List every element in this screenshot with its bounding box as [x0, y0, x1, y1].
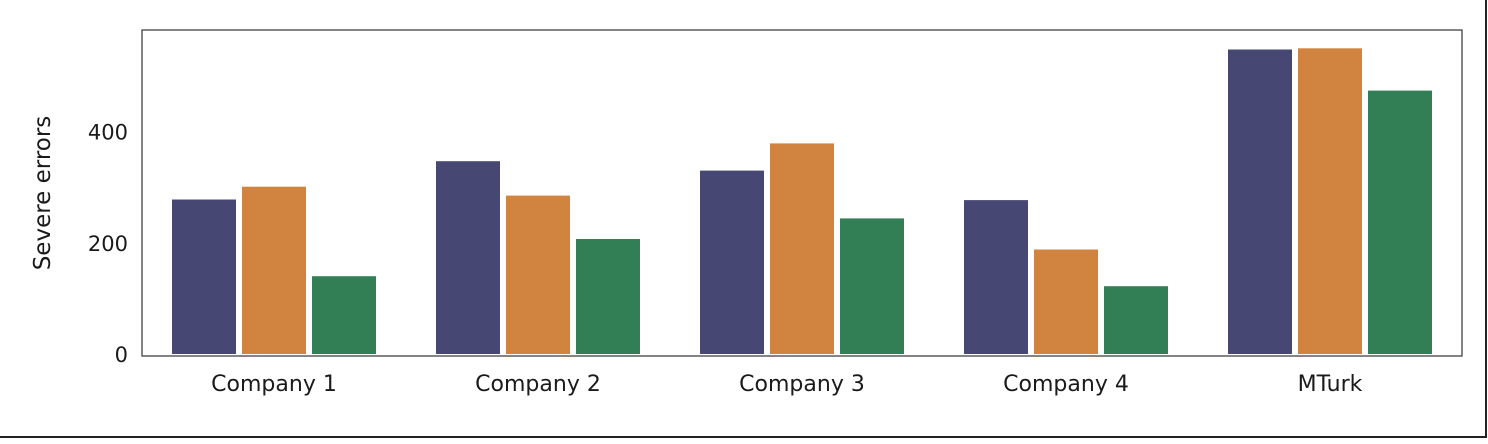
x-tick-label: Company 2	[475, 372, 601, 397]
bar-mturk-series-1	[1228, 49, 1292, 354]
bar-company-2-series-2	[506, 195, 570, 354]
bar-company-4-series-1	[964, 200, 1028, 354]
y-ticks-group: 0 200 400	[88, 121, 128, 367]
bar-company-3-series-3	[840, 218, 904, 354]
bar-company-1-series-1	[172, 199, 236, 354]
bar-mturk-series-2	[1298, 48, 1362, 355]
x-tick-label: Company 4	[1003, 372, 1129, 397]
y-tick-label: 400	[88, 121, 128, 145]
y-tick-label: 0	[115, 343, 128, 367]
bar-company-4-series-3	[1104, 286, 1168, 354]
y-axis-label: Severe errors	[30, 116, 56, 271]
x-tick-label: MTurk	[1298, 372, 1363, 397]
bars-group	[172, 48, 1432, 355]
x-tick-label: Company 3	[739, 372, 865, 397]
bar-company-4-series-2	[1034, 249, 1098, 354]
bar-company-2-series-3	[576, 239, 640, 354]
y-tick-label: 200	[88, 232, 128, 256]
x-labels-group: Company 1 Company 2 Company 3 Company 4 MTur…	[211, 372, 1362, 397]
plot-area	[141, 29, 1463, 357]
bar-company-2-series-1	[436, 161, 500, 354]
bar-company-1-series-2	[242, 186, 306, 354]
bar-company-1-series-3	[312, 276, 376, 354]
bar-company-3-series-2	[770, 143, 834, 354]
bar-mturk-series-3	[1368, 90, 1432, 354]
x-tick-label: Company 1	[211, 372, 337, 397]
bar-company-3-series-1	[700, 170, 764, 354]
